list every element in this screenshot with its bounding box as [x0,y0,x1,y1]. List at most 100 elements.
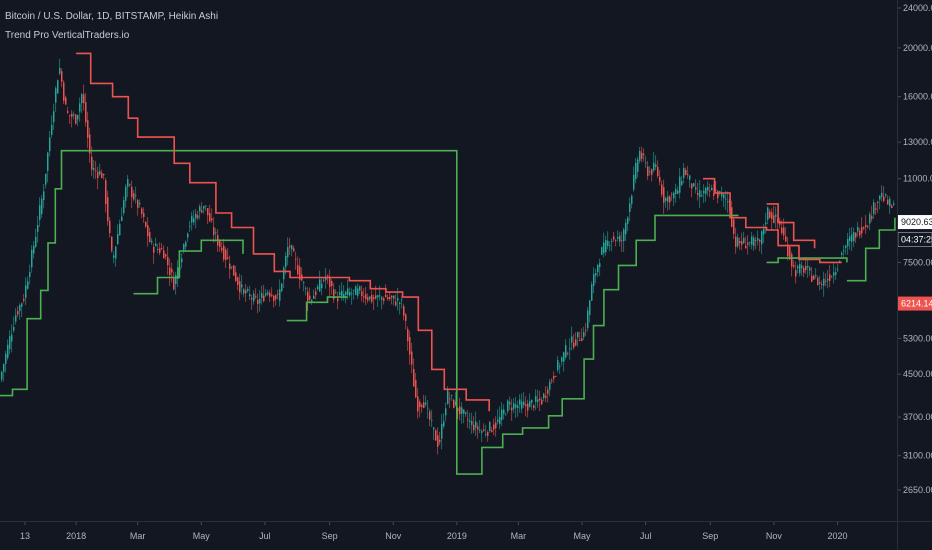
candle-body [207,208,209,216]
candle-body [625,222,627,235]
candle-body [19,305,21,312]
candle-body [489,422,491,431]
candle-body [425,402,427,405]
candle-body [5,353,7,364]
candle-body [59,67,61,74]
candle-body [789,246,791,260]
candle-body [617,237,619,239]
candle-body [759,240,761,242]
candle-body [401,299,403,301]
candle-body [61,71,63,82]
candle-body [741,241,743,245]
candle-body [93,168,95,170]
candle-body [721,193,723,197]
candle-body [653,162,655,171]
candle-body [151,240,153,243]
candle-body [31,249,33,268]
candle-body [873,202,875,214]
support-line [766,257,848,264]
candle-body [289,245,291,248]
candle-body [91,156,93,170]
candle-body [467,419,469,421]
candle-body [669,196,671,203]
candle-body [11,334,13,342]
candle-body [809,267,811,271]
candle-body [507,400,509,412]
candle-body [239,281,241,293]
candle-body [511,407,513,411]
candle-body [655,164,657,167]
candle-body [129,184,131,186]
candle-body [735,236,737,247]
time-axis[interactable]: 13 2018 Mar May Jul Sep Nov 2019 Mar May Jul Sep Nov… [20,521,848,541]
price-tick-label: 16000.00 [903,92,932,102]
candle-body [697,193,699,195]
candle-body [795,270,797,277]
candle-body [749,241,751,243]
candle-body [413,369,415,387]
candle-body [263,295,265,302]
candle-body [853,232,855,242]
candle-body [879,195,881,200]
candle-body [439,439,441,443]
price-tick-label: 24000.00 [903,3,932,13]
candle-body [883,196,885,201]
candle-body [649,171,651,173]
candle-body [495,422,497,429]
candle-body [509,401,511,405]
candle-body [307,291,309,301]
candle-body [135,195,137,197]
candle-body [715,189,717,191]
candle-body [275,295,277,300]
candle-body [183,244,185,250]
candle-body [125,186,127,201]
candle-body [763,228,765,235]
candle-body [535,395,537,402]
candle-body [547,389,549,394]
candle-body [57,80,59,94]
candle-body [875,208,877,210]
candle-body [383,298,385,301]
candle-body [833,272,835,276]
candle-body [411,351,413,365]
candle-body [665,198,667,201]
candle-body [459,406,461,415]
candle-body [295,258,297,260]
candle-body [29,272,31,278]
candle-body [857,226,859,232]
candle-body [553,376,555,379]
candle-body [457,407,459,412]
candle-body [171,268,173,273]
candle-body [437,435,439,447]
candle-body [211,218,213,221]
candle-body [685,169,687,176]
price-axis[interactable]: 24000.00 20000.00 16000.00 13000.00 11000.00… [897,3,932,495]
candle-body [21,303,23,307]
candle-body [603,242,605,254]
candle-body [287,247,289,258]
indicator-title[interactable]: Trend Pro VerticalTraders.io [5,30,130,41]
price-label-countdown: 04:37:25 [901,234,932,244]
time-tick-label: Nov [766,531,783,541]
candle-body [419,401,421,408]
candle-body [197,215,199,218]
candle-body [369,296,371,300]
candle-body [293,248,295,252]
candle-body [17,311,19,315]
candle-body [491,430,493,432]
candle-body [773,215,775,224]
candle-body [329,276,331,287]
candle-body [453,399,455,408]
price-label-last: 9020.63 [901,217,932,227]
candle-body [849,236,851,241]
candle-body [659,177,661,182]
candle-body [199,206,201,212]
candle-body [379,295,381,297]
candle-body [503,409,505,414]
candle-body [787,244,789,257]
candle-body [319,279,321,292]
candle-body [461,407,463,414]
candle-body [561,357,563,362]
candle-body [137,200,139,208]
